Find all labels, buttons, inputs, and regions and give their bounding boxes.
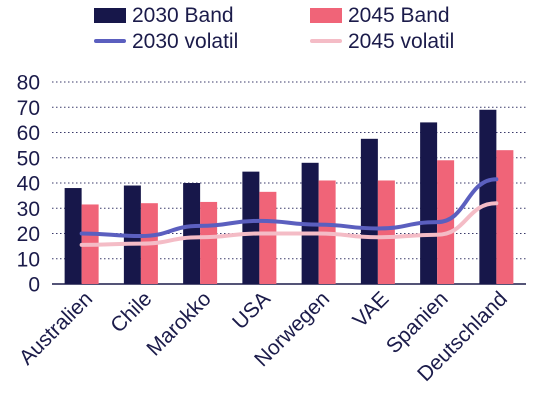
legend-label-2045-volatil: 2045 volatil	[348, 30, 455, 53]
bar-2045-band-usa	[259, 191, 277, 284]
x-tick-label: USA	[228, 287, 275, 334]
bar-2045-band-deutschland	[496, 150, 514, 284]
bar-2030-band-vae	[360, 138, 378, 284]
bars	[64, 109, 514, 285]
y-tick-label: 0	[28, 274, 40, 297]
bar-2030-band-marokko	[183, 183, 201, 284]
x-tick-label: Australien	[15, 287, 97, 369]
legend-item-2045-band: 2045 Band	[310, 4, 450, 28]
bar-2045-band-marokko	[200, 201, 218, 284]
legend-swatch-2045-band	[310, 8, 342, 23]
legend-label-2045-band: 2045 Band	[348, 4, 450, 27]
series-lines	[79, 177, 499, 247]
y-tick-label: 50	[17, 147, 40, 170]
legend-swatch-2045-volatil	[310, 39, 342, 43]
line-2045-volatil	[79, 201, 499, 247]
bar-2030-band-australien	[64, 188, 82, 284]
legend-item-2045-volatil: 2045 volatil	[310, 30, 454, 54]
x-tick-label: Chile	[106, 287, 156, 337]
legend-label-2030-volatil: 2030 volatil	[132, 30, 239, 53]
bar-2030-band-spanien	[420, 122, 438, 285]
legend-swatch-2030-volatil	[94, 39, 126, 43]
y-tick-label: 70	[17, 97, 40, 120]
bar-2045-band-vae	[377, 180, 395, 284]
y-tick-label: 40	[17, 173, 40, 196]
bar-2030-band-deutschland	[479, 109, 497, 285]
line-2030-volatil	[79, 177, 499, 239]
legend-item-2030-volatil: 2030 volatil	[94, 30, 238, 54]
y-tick-label: 80	[17, 72, 40, 95]
bar-2030-band-usa	[242, 171, 260, 284]
gridlines	[52, 81, 526, 285]
legend-swatch-2030-band	[94, 8, 126, 23]
x-tick-label: VAE	[349, 287, 394, 332]
legend-label-2030-band: 2030 Band	[132, 4, 234, 27]
y-tick-label: 10	[17, 248, 40, 271]
y-tick-label: 20	[17, 223, 40, 246]
y-tick-label: 30	[17, 198, 40, 221]
legend-item-2030-band: 2030 Band	[94, 4, 234, 28]
x-tick-label: Marokko	[142, 287, 215, 360]
y-tick-label: 60	[17, 122, 40, 145]
